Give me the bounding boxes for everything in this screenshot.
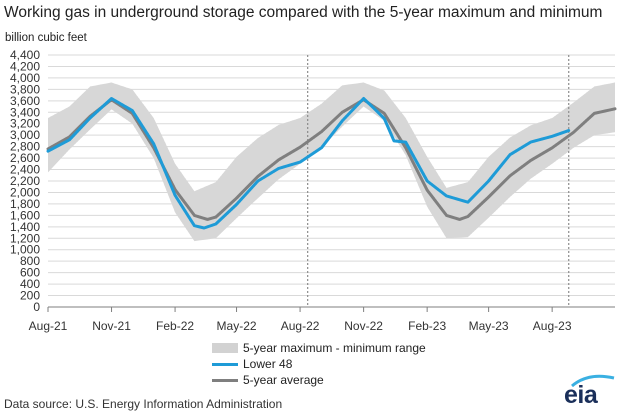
storage-chart: 02004006008001,0001,2001,4001,6001,8002,… — [10, 48, 617, 333]
y-tick-label: 2,800 — [10, 140, 40, 154]
y-tick-label: 800 — [20, 254, 40, 268]
y-tick-label: 3,400 — [10, 105, 40, 119]
legend-item-range: 5-year maximum - minimum range — [212, 340, 426, 356]
legend-item-average: 5-year average — [212, 372, 426, 388]
y-tick-label: 1,200 — [10, 231, 40, 245]
y-tick-label: 2,000 — [10, 185, 40, 199]
eia-logo-arc-icon — [571, 374, 615, 388]
y-tick-label: 400 — [20, 277, 40, 291]
legend-swatch-range — [212, 343, 238, 353]
y-tick-label: 1,000 — [10, 243, 40, 257]
x-tick-label: Feb-23 — [408, 319, 446, 333]
y-tick-label: 3,200 — [10, 117, 40, 131]
y-tick-label: 600 — [20, 266, 40, 280]
y-tick-label: 4,200 — [10, 59, 40, 73]
legend-label-average: 5-year average — [243, 373, 324, 387]
y-tick-label: 2,400 — [10, 163, 40, 177]
y-tick-label: 2,200 — [10, 174, 40, 188]
y-tick-label: 3,000 — [10, 128, 40, 142]
legend-label-range: 5-year maximum - minimum range — [243, 341, 426, 355]
range-band — [48, 82, 615, 242]
x-tick-label: Nov-21 — [92, 319, 131, 333]
data-source-note: Data source: U.S. Energy Information Adm… — [4, 397, 283, 411]
y-tick-label: 1,800 — [10, 197, 40, 211]
x-tick-label: Aug-21 — [29, 319, 68, 333]
y-tick-label: 4,000 — [10, 71, 40, 85]
y-axis-unit-label: billion cubic feet — [5, 32, 87, 44]
legend-label-lower48: Lower 48 — [243, 357, 293, 371]
legend-swatch-lower48 — [212, 362, 238, 366]
y-tick-label: 0 — [33, 300, 40, 314]
chart-legend: 5-year maximum - minimum range Lower 48 … — [212, 340, 426, 388]
chart-title: Working gas in underground storage compa… — [4, 4, 603, 21]
x-tick-label: May-22 — [217, 319, 257, 333]
eia-logo: eia — [562, 372, 618, 412]
y-tick-label: 3,800 — [10, 82, 40, 96]
x-tick-label: Aug-23 — [533, 319, 572, 333]
five-year-average-line — [46, 98, 617, 221]
y-tick-label: 4,400 — [10, 48, 40, 62]
x-tick-label: Aug-22 — [281, 319, 320, 333]
eia-logo-text: eia — [564, 381, 598, 409]
x-tick-label: Feb-22 — [156, 319, 194, 333]
x-tick-label: Nov-22 — [344, 319, 383, 333]
y-tick-label: 1,400 — [10, 220, 40, 234]
lower48-line — [46, 97, 571, 230]
x-tick-label: May-23 — [469, 319, 509, 333]
y-tick-label: 3,600 — [10, 94, 40, 108]
y-tick-label: 1,600 — [10, 208, 40, 222]
legend-swatch-average — [212, 378, 238, 382]
legend-item-lower48: Lower 48 — [212, 356, 426, 372]
y-tick-label: 200 — [20, 289, 40, 303]
y-tick-label: 2,600 — [10, 151, 40, 165]
